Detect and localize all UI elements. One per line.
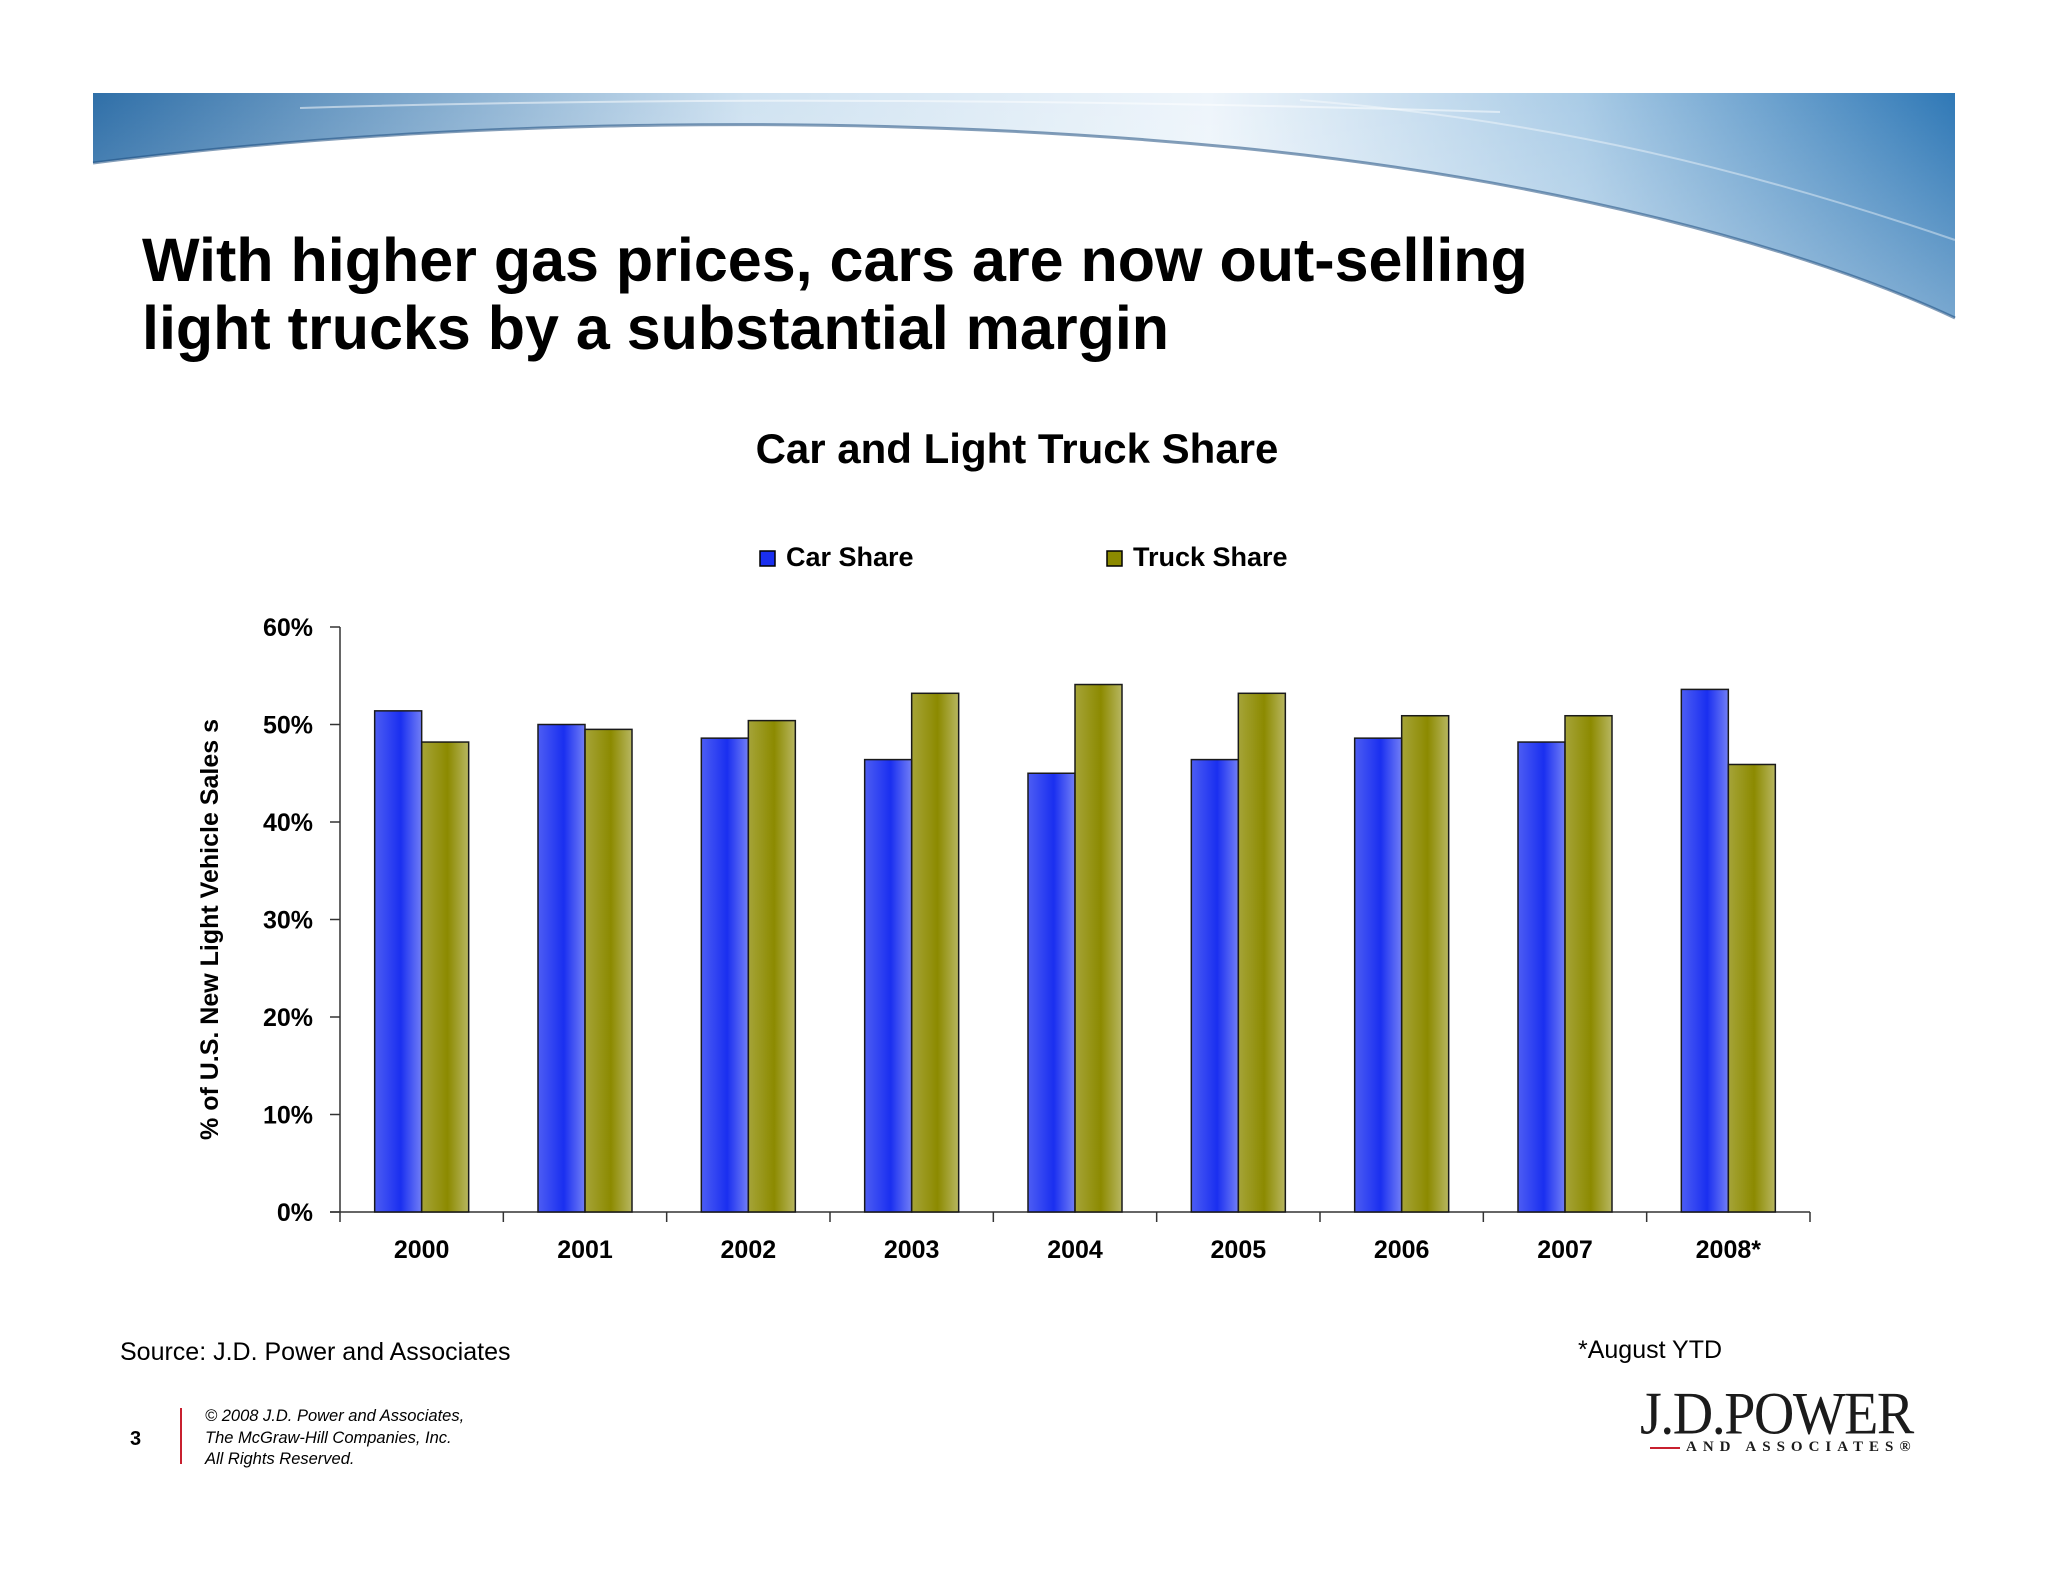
footer-divider	[180, 1408, 182, 1464]
slide-title: With higher gas prices, cars are now out…	[142, 226, 1642, 362]
bar-truck-2006	[1400, 714, 1450, 1213]
footnote: *August YTD	[1578, 1336, 1723, 1364]
x-tick-label: 2001	[557, 1236, 613, 1264]
bar-truck-2003	[910, 692, 960, 1213]
bar-truck-2002	[747, 719, 797, 1213]
x-tick-label: 2004	[1047, 1236, 1103, 1264]
source-note: Source: J.D. Power and Associates	[120, 1338, 511, 1366]
bar-car-2003	[863, 758, 913, 1213]
bar-car-2008	[1680, 688, 1730, 1213]
copyright-line-2: The McGraw-Hill Companies, Inc.	[205, 1428, 452, 1447]
slide-title-line-2: light trucks by a substantial margin	[142, 294, 1170, 362]
bar-car-2000	[373, 710, 423, 1213]
bar-truck-2007	[1564, 714, 1613, 1213]
bar-car-2007	[1517, 741, 1566, 1213]
slide-title-line-1: With higher gas prices, cars are now out…	[142, 226, 1528, 294]
bar-truck-2000	[420, 741, 470, 1213]
y-tick-label: 10%	[263, 1102, 313, 1130]
bar-truck-2005	[1237, 692, 1287, 1213]
x-tick-label: 2003	[884, 1236, 940, 1264]
bar-car-2001	[537, 723, 586, 1213]
x-tick-label: 2005	[1211, 1236, 1267, 1264]
logo-subtitle: AND ASSOCIATES®	[1686, 1439, 1917, 1455]
copyright-notice: © 2008 J.D. Power and Associates, The Mc…	[205, 1406, 464, 1471]
y-tick-label: 40%	[263, 809, 313, 837]
page-number: 3	[130, 1428, 142, 1450]
legend-label-car: Car Share	[786, 542, 914, 572]
logo-wordmark: J.D.POWER	[1640, 1380, 1914, 1448]
copyright-line-3: All Rights Reserved.	[205, 1450, 355, 1468]
bar-car-2002	[700, 737, 750, 1213]
y-axis-title: % of U.S. New Light Vehicle Sales s	[196, 719, 224, 1140]
jd-power-logo: J.D.POWER AND ASSOCIATES®	[1640, 1380, 1914, 1465]
copyright-line-1: © 2008 J.D. Power and Associates,	[205, 1407, 465, 1425]
y-tick-label: 0%	[277, 1199, 313, 1227]
x-tick-label: 2007	[1537, 1236, 1593, 1264]
legend-swatch-car	[759, 550, 776, 567]
bar-truck-2004	[1074, 683, 1123, 1213]
legend-label-truck: Truck Share	[1133, 542, 1288, 572]
x-tick-label: 2000	[394, 1236, 450, 1264]
y-tick-label: 20%	[263, 1004, 313, 1032]
legend-swatch-truck	[1106, 550, 1123, 567]
x-tick-label: 2008*	[1696, 1236, 1762, 1264]
chart-title: Car and Light Truck Share	[756, 425, 1279, 472]
bar-car-2004	[1027, 772, 1076, 1213]
x-tick-label: 2002	[721, 1236, 777, 1264]
y-tick-label: 30%	[263, 907, 313, 935]
bar-car-2006	[1353, 737, 1403, 1213]
bar-truck-2008	[1727, 763, 1777, 1213]
x-tick-label: 2006	[1374, 1236, 1430, 1264]
logo-rule	[1650, 1447, 1680, 1449]
bar-truck-2001	[584, 728, 633, 1213]
y-tick-label: 60%	[263, 614, 313, 642]
y-tick-label: 50%	[263, 712, 313, 740]
header-banner	[92, 93, 1956, 320]
bar-car-2005	[1190, 758, 1240, 1213]
